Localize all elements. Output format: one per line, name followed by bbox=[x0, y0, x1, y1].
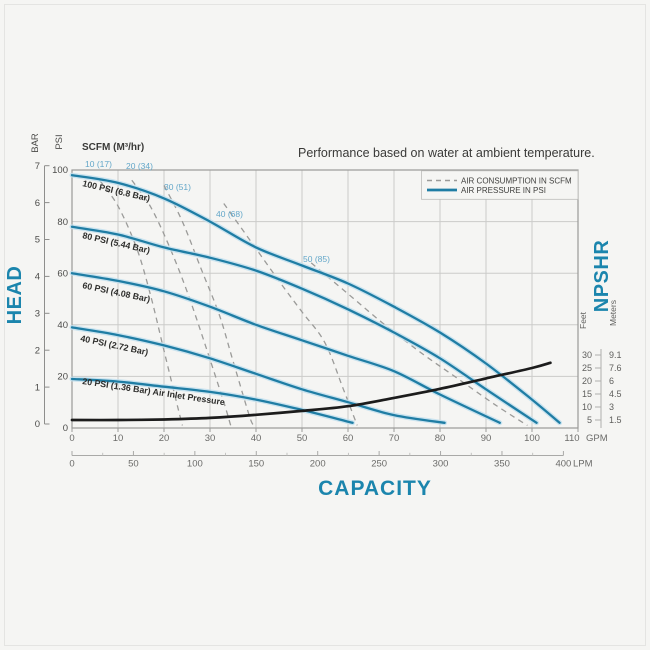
bar-tick-label: 0 bbox=[35, 419, 40, 430]
chart-title: Performance based on water at ambient te… bbox=[298, 146, 595, 160]
lpm-tick-label: 0 bbox=[69, 459, 74, 470]
meters-tick-label: 1.5 bbox=[609, 415, 622, 425]
feet-tick-label: 25 bbox=[582, 363, 592, 373]
pressure-curve-80 bbox=[70, 225, 538, 424]
capacity-axis-title: CAPACITY bbox=[318, 477, 432, 500]
legend-item-label: AIR CONSUMPTION IN SCFM bbox=[461, 176, 572, 185]
feet-tick-label: 5 bbox=[587, 415, 592, 425]
gpm-tick-label: 90 bbox=[481, 433, 492, 444]
plot-border bbox=[71, 169, 579, 429]
psi-axis-label: PSI bbox=[54, 134, 65, 149]
gpm-tick-label: 20 bbox=[159, 433, 170, 444]
psi-tick-label: 80 bbox=[57, 217, 68, 228]
air-consumption-line-20 bbox=[131, 179, 232, 426]
gpm-tick-label: 40 bbox=[251, 433, 262, 444]
feet-tick-label: 30 bbox=[582, 350, 592, 360]
gpm-tick-label: 0 bbox=[69, 433, 74, 444]
psi-tick-label: 20 bbox=[57, 372, 68, 383]
psi-tick-label: 100 bbox=[52, 165, 68, 176]
scfm-value-label: 40 (68) bbox=[216, 209, 243, 219]
feet-tick-label: 10 bbox=[582, 402, 592, 412]
lpm-tick-label: 400 bbox=[555, 459, 571, 470]
lpm-unit-label: LPM bbox=[573, 459, 593, 470]
head-axis-title: HEAD bbox=[4, 266, 26, 325]
bar-tick-label: 6 bbox=[35, 198, 40, 209]
scfm-value-label: 20 (34) bbox=[126, 161, 153, 171]
feet-axis-label: Feet bbox=[578, 311, 588, 329]
gpm-tick-label: 110 bbox=[564, 433, 579, 444]
lpm-tick-label: 200 bbox=[310, 459, 326, 470]
lpm-tick-label: 350 bbox=[494, 459, 510, 470]
meters-tick-label: 3 bbox=[609, 402, 614, 412]
gpm-tick-label: 50 bbox=[297, 433, 308, 444]
npshr-axis-title: NPSHR bbox=[591, 240, 613, 313]
bar-tick-label: 7 bbox=[35, 161, 40, 172]
bar-axis-label: BAR bbox=[30, 133, 41, 153]
meters-tick-label: 6 bbox=[609, 376, 614, 386]
feet-tick-label: 15 bbox=[582, 389, 592, 399]
lpm-tick-label: 300 bbox=[433, 459, 449, 470]
gpm-tick-label: 60 bbox=[343, 433, 354, 444]
figure-frame bbox=[4, 4, 646, 646]
bar-tick-label: 3 bbox=[35, 309, 40, 320]
scfm-header: SCFM (M³/hr) bbox=[82, 142, 144, 153]
psi-tick-label: 0 bbox=[63, 423, 68, 434]
pressure-curve-40 bbox=[70, 326, 446, 424]
gpm-tick-label: 10 bbox=[113, 433, 124, 444]
gpm-unit-label: GPM bbox=[586, 433, 608, 444]
lpm-tick-label: 250 bbox=[371, 459, 387, 470]
air-consumption-line-40 bbox=[223, 203, 358, 426]
bar-tick-label: 2 bbox=[35, 345, 40, 356]
meters-tick-label: 9.1 bbox=[609, 350, 622, 360]
bar-tick-label: 5 bbox=[35, 235, 40, 246]
legend-item-label: AIR PRESSURE IN PSI bbox=[461, 186, 546, 195]
scfm-value-label: 10 (17) bbox=[85, 159, 112, 169]
meters-tick-label: 7.6 bbox=[609, 363, 622, 373]
lpm-tick-label: 150 bbox=[248, 459, 264, 470]
gpm-tick-label: 70 bbox=[389, 433, 400, 444]
lpm-tick-label: 50 bbox=[128, 459, 139, 470]
psi-tick-label: 60 bbox=[57, 268, 68, 279]
legend-box bbox=[421, 170, 579, 200]
bar-tick-label: 1 bbox=[35, 382, 40, 393]
meters-axis-label: Meters bbox=[608, 300, 618, 326]
feet-tick-label: 20 bbox=[582, 376, 592, 386]
scfm-value-label: 30 (51) bbox=[164, 182, 191, 192]
pressure-curve-60 bbox=[70, 272, 501, 424]
gpm-tick-label: 100 bbox=[524, 433, 540, 444]
pressure-curve-100 bbox=[70, 174, 561, 424]
psi-tick-label: 40 bbox=[57, 320, 68, 331]
meters-tick-label: 4.5 bbox=[609, 389, 622, 399]
gpm-tick-label: 30 bbox=[205, 433, 216, 444]
npshr-curve bbox=[70, 361, 552, 422]
air-consumption-line-10 bbox=[99, 179, 184, 426]
scfm-value-label: 50 (85) bbox=[303, 254, 330, 264]
lpm-tick-label: 100 bbox=[187, 459, 203, 470]
bar-tick-label: 4 bbox=[35, 272, 40, 283]
air-consumption-line-50 bbox=[310, 262, 528, 426]
gpm-tick-label: 80 bbox=[435, 433, 446, 444]
